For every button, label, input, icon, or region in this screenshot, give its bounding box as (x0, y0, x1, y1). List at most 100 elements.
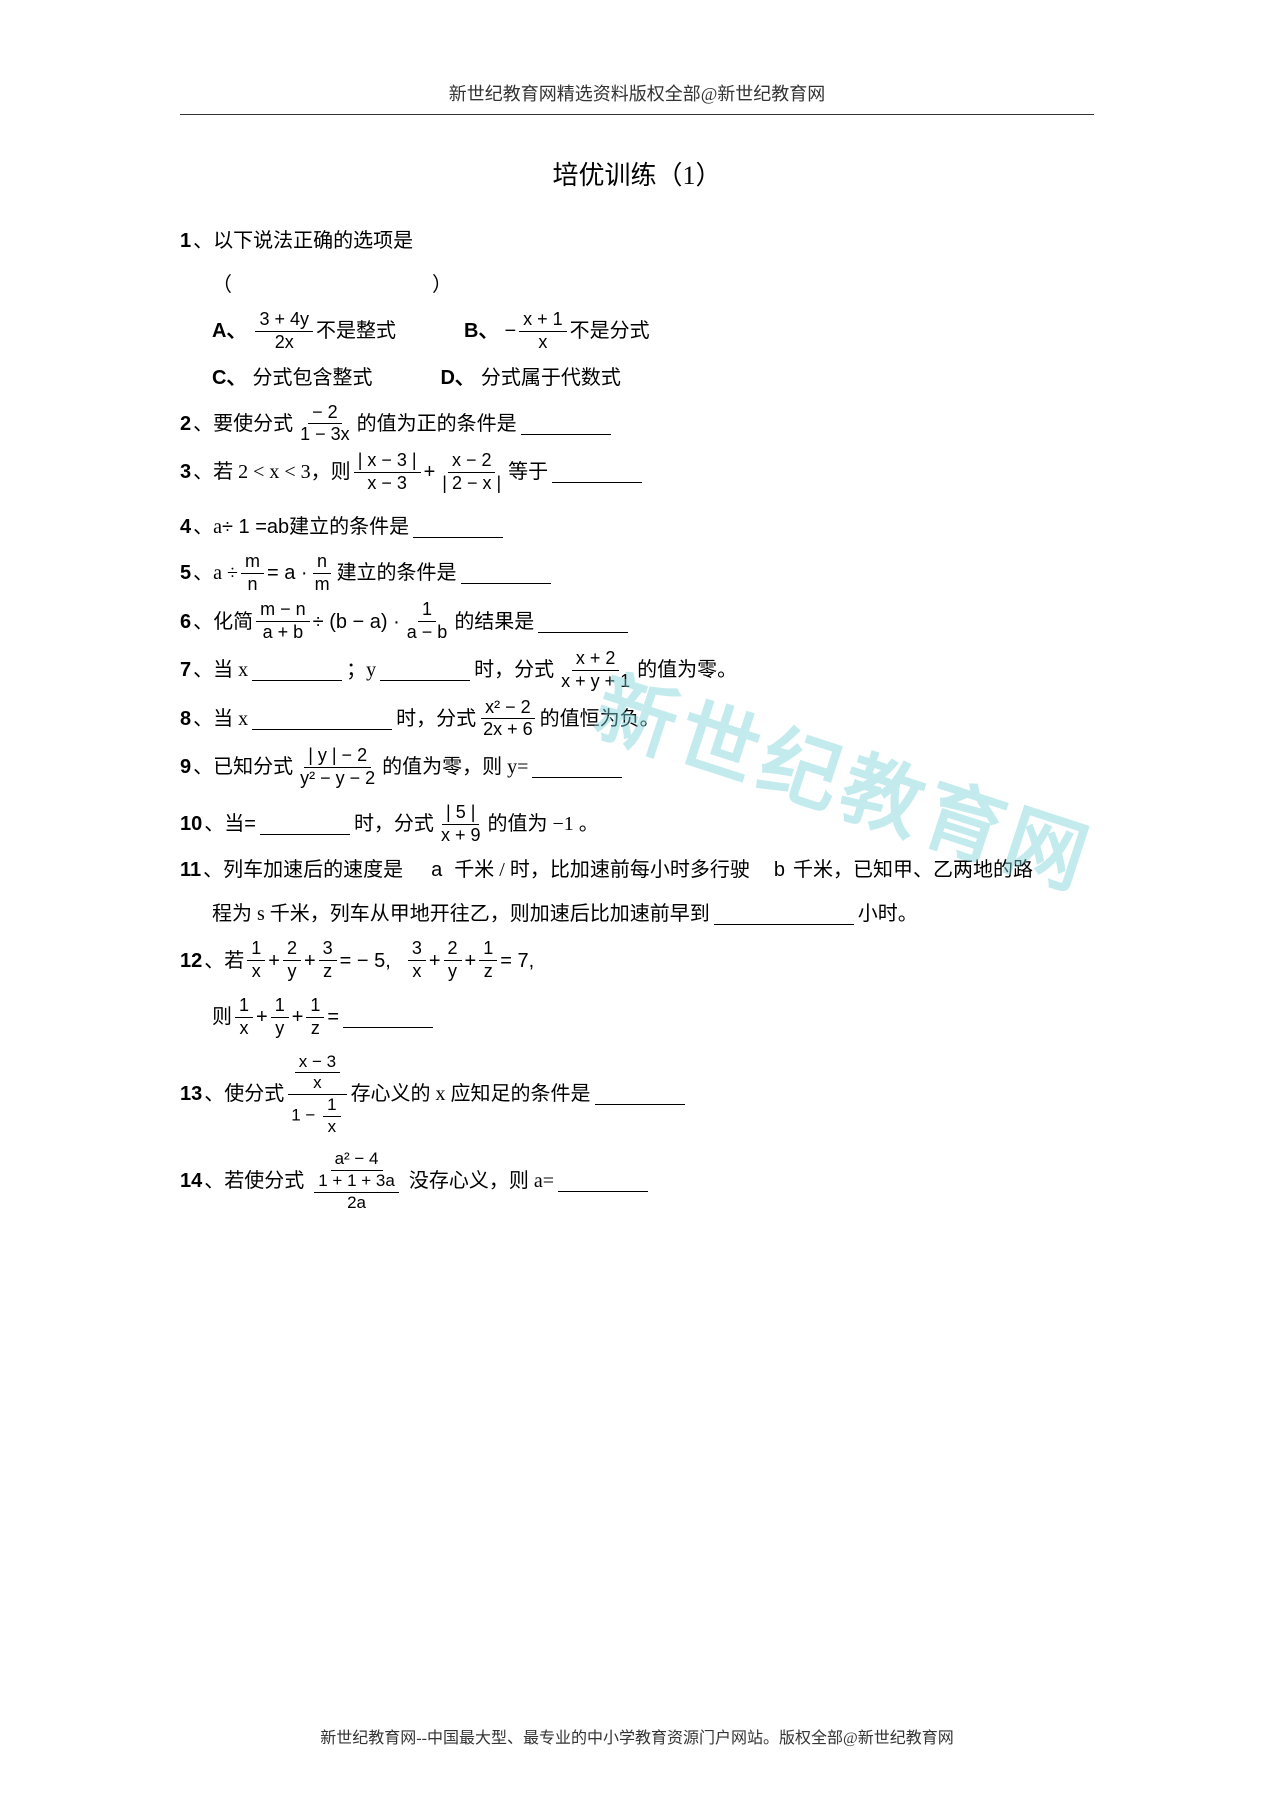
q5-a: 、a ÷ (193, 554, 238, 592)
q5-tail: 建立的条件是 (337, 554, 457, 592)
q11-l1a: 、列车加速后的速度是 (203, 851, 403, 889)
q8: 8 、当 x 时，分式 x² − 2 2x + 6 的值恒为负。 (180, 698, 1094, 741)
q9-stem: 、已知分式 (193, 748, 293, 786)
q7-blank-x (252, 659, 342, 681)
q8-b: 时，分式 (396, 700, 476, 738)
q10-frac: | 5 | x + 9 (437, 803, 485, 846)
q1-b-minus: − (504, 312, 516, 350)
q12-ra: 1x (235, 996, 253, 1039)
q6-num: 6 (180, 603, 191, 641)
opt-a-label: A、 (212, 312, 246, 350)
paren-open: （ (212, 266, 232, 304)
q12-e2a: 3x (408, 939, 426, 982)
q12-e1mid: = − 5, (340, 942, 391, 980)
q12-reseq: = (327, 998, 339, 1036)
q14-num: 14 (180, 1162, 202, 1200)
q11-blank (714, 903, 854, 925)
q1-a-tail: 不是整式 (316, 312, 396, 350)
q1-num: 1 (180, 222, 191, 260)
q10-eq-left: = (244, 805, 256, 843)
q11-num: 11 (180, 851, 201, 889)
q6-blank (538, 611, 628, 633)
opt-b-label: B、 (464, 312, 498, 350)
q9-tail-a: 的值为零，则 y= (382, 748, 528, 786)
q3-num: 3 (180, 453, 191, 491)
q14-tail: 没存心义，则 a= (409, 1162, 554, 1200)
q2-num: 2 (180, 405, 191, 443)
q9-num: 9 (180, 748, 191, 786)
q13-num: 13 (180, 1075, 202, 1113)
q7-tail: 的值为零。 (637, 651, 737, 689)
q9: 9 、已知分式 | y | − 2 y² − y − 2 的值为零，则 y= (180, 746, 1094, 789)
q1-opts-cd: C、 分式包含整式 D、 分式属于代数式 (180, 359, 1094, 397)
q5: 5 、a ÷ m n = a · n m 建立的条件是 (180, 552, 1094, 595)
q7-frac: x + 2 x + y + 1 (557, 649, 634, 692)
q5-eq: = a · (267, 554, 308, 592)
q1-c-text: 分式包含整式 (252, 359, 372, 397)
q4-tail: 建立的条件是 (289, 508, 409, 546)
q1-opts-ab: A、 3 + 4y 2x 不是整式 B、 − x + 1 x 不是分式 (180, 310, 1094, 353)
q10-tail: 的值为 −1 。 (487, 805, 598, 843)
q5-blank (461, 562, 551, 584)
q10-b: 时，分式 (354, 805, 434, 843)
q6-tail: 的结果是 (454, 603, 534, 641)
opt-d-label: D、 (440, 359, 474, 397)
q3: 3 、若 2 < x < 3，则 | x − 3 | x − 3 + x − 2… (180, 451, 1094, 494)
q12-e2b: 2y (444, 939, 462, 982)
q10-num: 10 (180, 805, 202, 843)
q5-f1: m n (241, 552, 264, 595)
q7-c: 时，分式 (474, 651, 554, 689)
q12-e1c: 3z (319, 939, 337, 982)
q3-tail: 等于 (508, 453, 548, 491)
q3-stem: 、若 2 < x < 3，则 (193, 453, 351, 491)
q7-b: ；y (346, 651, 376, 689)
q10-blank (260, 813, 350, 835)
q7: 7 、当 x ；y 时，分式 x + 2 x + y + 1 的值为零。 (180, 649, 1094, 692)
q5-num: 5 (180, 554, 191, 592)
q6-stem: 、化简 (193, 603, 253, 641)
q4-num: 4 (180, 508, 191, 546)
q14-blank (558, 1170, 648, 1192)
q12-line2: 则 1x + 1y + 1z = (180, 996, 1094, 1039)
q12-e1b: 2y (283, 939, 301, 982)
q1-stem: 1 、以下说法正确的选项是 (180, 222, 1094, 260)
header-rule (180, 114, 1094, 115)
q8-num: 8 (180, 700, 191, 738)
q11-l2a: 程为 s 千米，列车从甲地开往乙，则加速后比加速前早到 (212, 895, 710, 933)
q13-tail: 存心义的 x 应知足的条件是 (351, 1075, 591, 1113)
q4-eq: ÷ 1 = (222, 508, 267, 546)
q6: 6 、化简 m − n a + b ÷ (b − a) · 1 a − b 的结… (180, 600, 1094, 643)
q5-f2: n m (311, 552, 334, 595)
q12-e2c: 1z (479, 939, 497, 982)
q1-d-text: 分式属于代数式 (481, 359, 621, 397)
q11-line1: 11 、列车加速后的速度是 a 千米 / 时，比加速前每小时多行驶 b 千米，已… (180, 851, 1094, 889)
q12-stem: 、若 (204, 942, 244, 980)
q11-line2: 程为 s 千米，列车从甲地开往乙，则加速后比加速前早到 小时。 (180, 895, 1094, 933)
q12-then: 则 (212, 998, 232, 1036)
q9-blank (532, 756, 622, 778)
q7-blank-y (380, 659, 470, 681)
q11-a: a (431, 851, 442, 889)
q12-e1a: 1x (247, 939, 265, 982)
page-title: 培优训练（1） (180, 155, 1094, 192)
q13-stem: 、使分式 (204, 1075, 284, 1113)
page-footer: 新世纪教育网--中国最大型、最专业的中小学教育资源门户网站。版权全部@新世纪教育… (0, 1724, 1274, 1748)
q4-blank (413, 516, 503, 538)
q4-a: 、a (193, 508, 222, 546)
q13-frac: x − 3 x 1 − 1 x (287, 1053, 347, 1137)
q1-opt-c: C、 分式包含整式 (212, 359, 372, 397)
q4-ab: ab (267, 508, 289, 546)
q7-num: 7 (180, 651, 191, 689)
q11-l1b: 千米 / 时，比加速前每小时多行驶 (454, 851, 750, 889)
q8-blank (252, 708, 392, 730)
page-header: 新世纪教育网精选资料版权全部@新世纪教育网 (180, 80, 1094, 106)
q13-blank (595, 1083, 685, 1105)
q2: 2 、要使分式 − 2 1 − 3x 的值为正的条件是 (180, 403, 1094, 446)
q3-plus: + (424, 453, 436, 491)
q2-stem: 、要使分式 (193, 405, 293, 443)
q8-tail: 的值恒为负。 (540, 700, 660, 738)
q1-opt-a: A、 3 + 4y 2x 不是整式 (212, 310, 396, 353)
q11-l2b: 小时。 (858, 895, 918, 933)
q14: 14 、若使分式 a² − 4 1 + 1 + 3a 2a 没存心义，则 a= (180, 1150, 1094, 1212)
q6-f1: m − n a + b (256, 600, 310, 643)
